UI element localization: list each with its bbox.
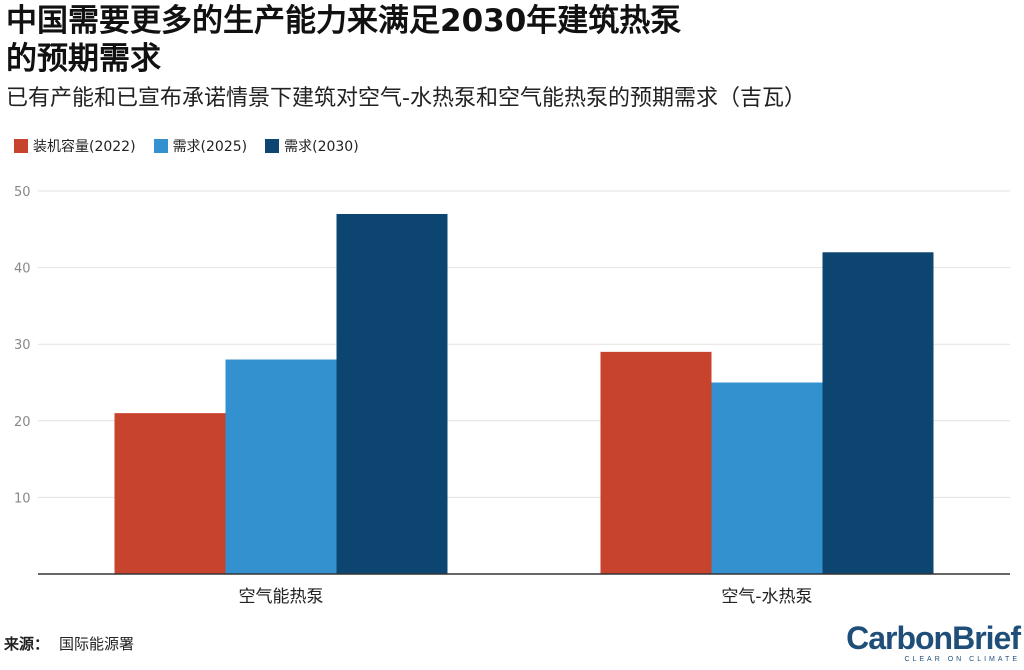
legend-swatch [153,139,168,153]
y-tick-label: 30 [14,338,31,353]
legend-item-demand-2025: 需求(2025) [153,136,248,156]
y-tick-label: 40 [14,262,31,277]
bar-chart: 10 20 30 40 50 空气能热泵 空气-水热泵 [14,185,1010,607]
legend-label: 装机容量(2022) [33,139,136,155]
source-label: 来源： [4,635,50,653]
legend-item-installed-2022: 装机容量(2022) [14,136,136,156]
legend-item-demand-2030: 需求(2030) [265,136,359,156]
x-tick-label: 空气-水热泵 [721,587,812,607]
legend-label: 需求(2030) [284,139,359,155]
legend: 装机容量(2022) 需求(2025) 需求(2030) [14,136,377,156]
bar [336,213,448,575]
chart-subtitle: 已有产能和已宣布承诺情景下建筑对空气-水热泵和空气能热泵的预期需求（吉瓦） [6,86,806,111]
legend-label: 需求(2025) [172,139,248,155]
bar [822,252,934,574]
bar [711,382,823,574]
legend-swatch [265,139,280,153]
y-tick-label: 20 [14,415,31,430]
bar [225,359,337,574]
chart-title: 中国需要更多的生产能力来满足2030年建筑热泵的预期需求 [6,3,682,77]
source-note: 来源： 国际能源署 [4,633,134,654]
carbonbrief-logo: CarbonBrief CLEAR ON CLIMATE [846,620,1021,663]
logo-tagline: CLEAR ON CLIMATE [904,656,1020,663]
source-text: 国际能源署 [59,635,135,653]
x-tick-label: 空气能热泵 [239,587,324,607]
logo-wordmark: CarbonBrief [846,620,1021,656]
bar [114,413,226,574]
y-tick-label: 50 [14,185,31,200]
legend-swatch [14,139,28,153]
bar [600,351,712,574]
y-tick-label: 10 [14,491,31,506]
